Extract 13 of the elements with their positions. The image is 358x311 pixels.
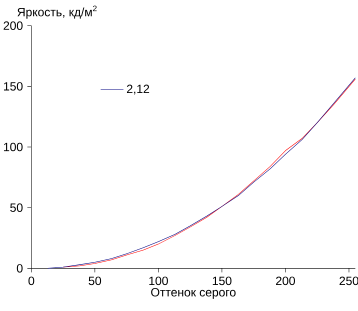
x-tick-label: 150: [212, 276, 232, 286]
y-tick-label: 0: [16, 264, 23, 273]
y-tick-label: 100: [4, 142, 23, 152]
x-tick-label: 200: [276, 276, 295, 286]
x-tick-label: 100: [149, 276, 168, 286]
y-tick-label: 200: [4, 21, 23, 30]
x-tick-label: 0: [28, 276, 34, 286]
y-tick-label: 50: [10, 203, 23, 212]
legend-label: 2,12: [126, 84, 150, 95]
y-axis-title: Яркость, кд/м$^{2}$: [18, 6, 97, 19]
y-tick-label: 150: [4, 82, 23, 91]
x-tick-label: 50: [88, 276, 102, 286]
x-axis-title: Оттенок серого: [151, 288, 236, 299]
